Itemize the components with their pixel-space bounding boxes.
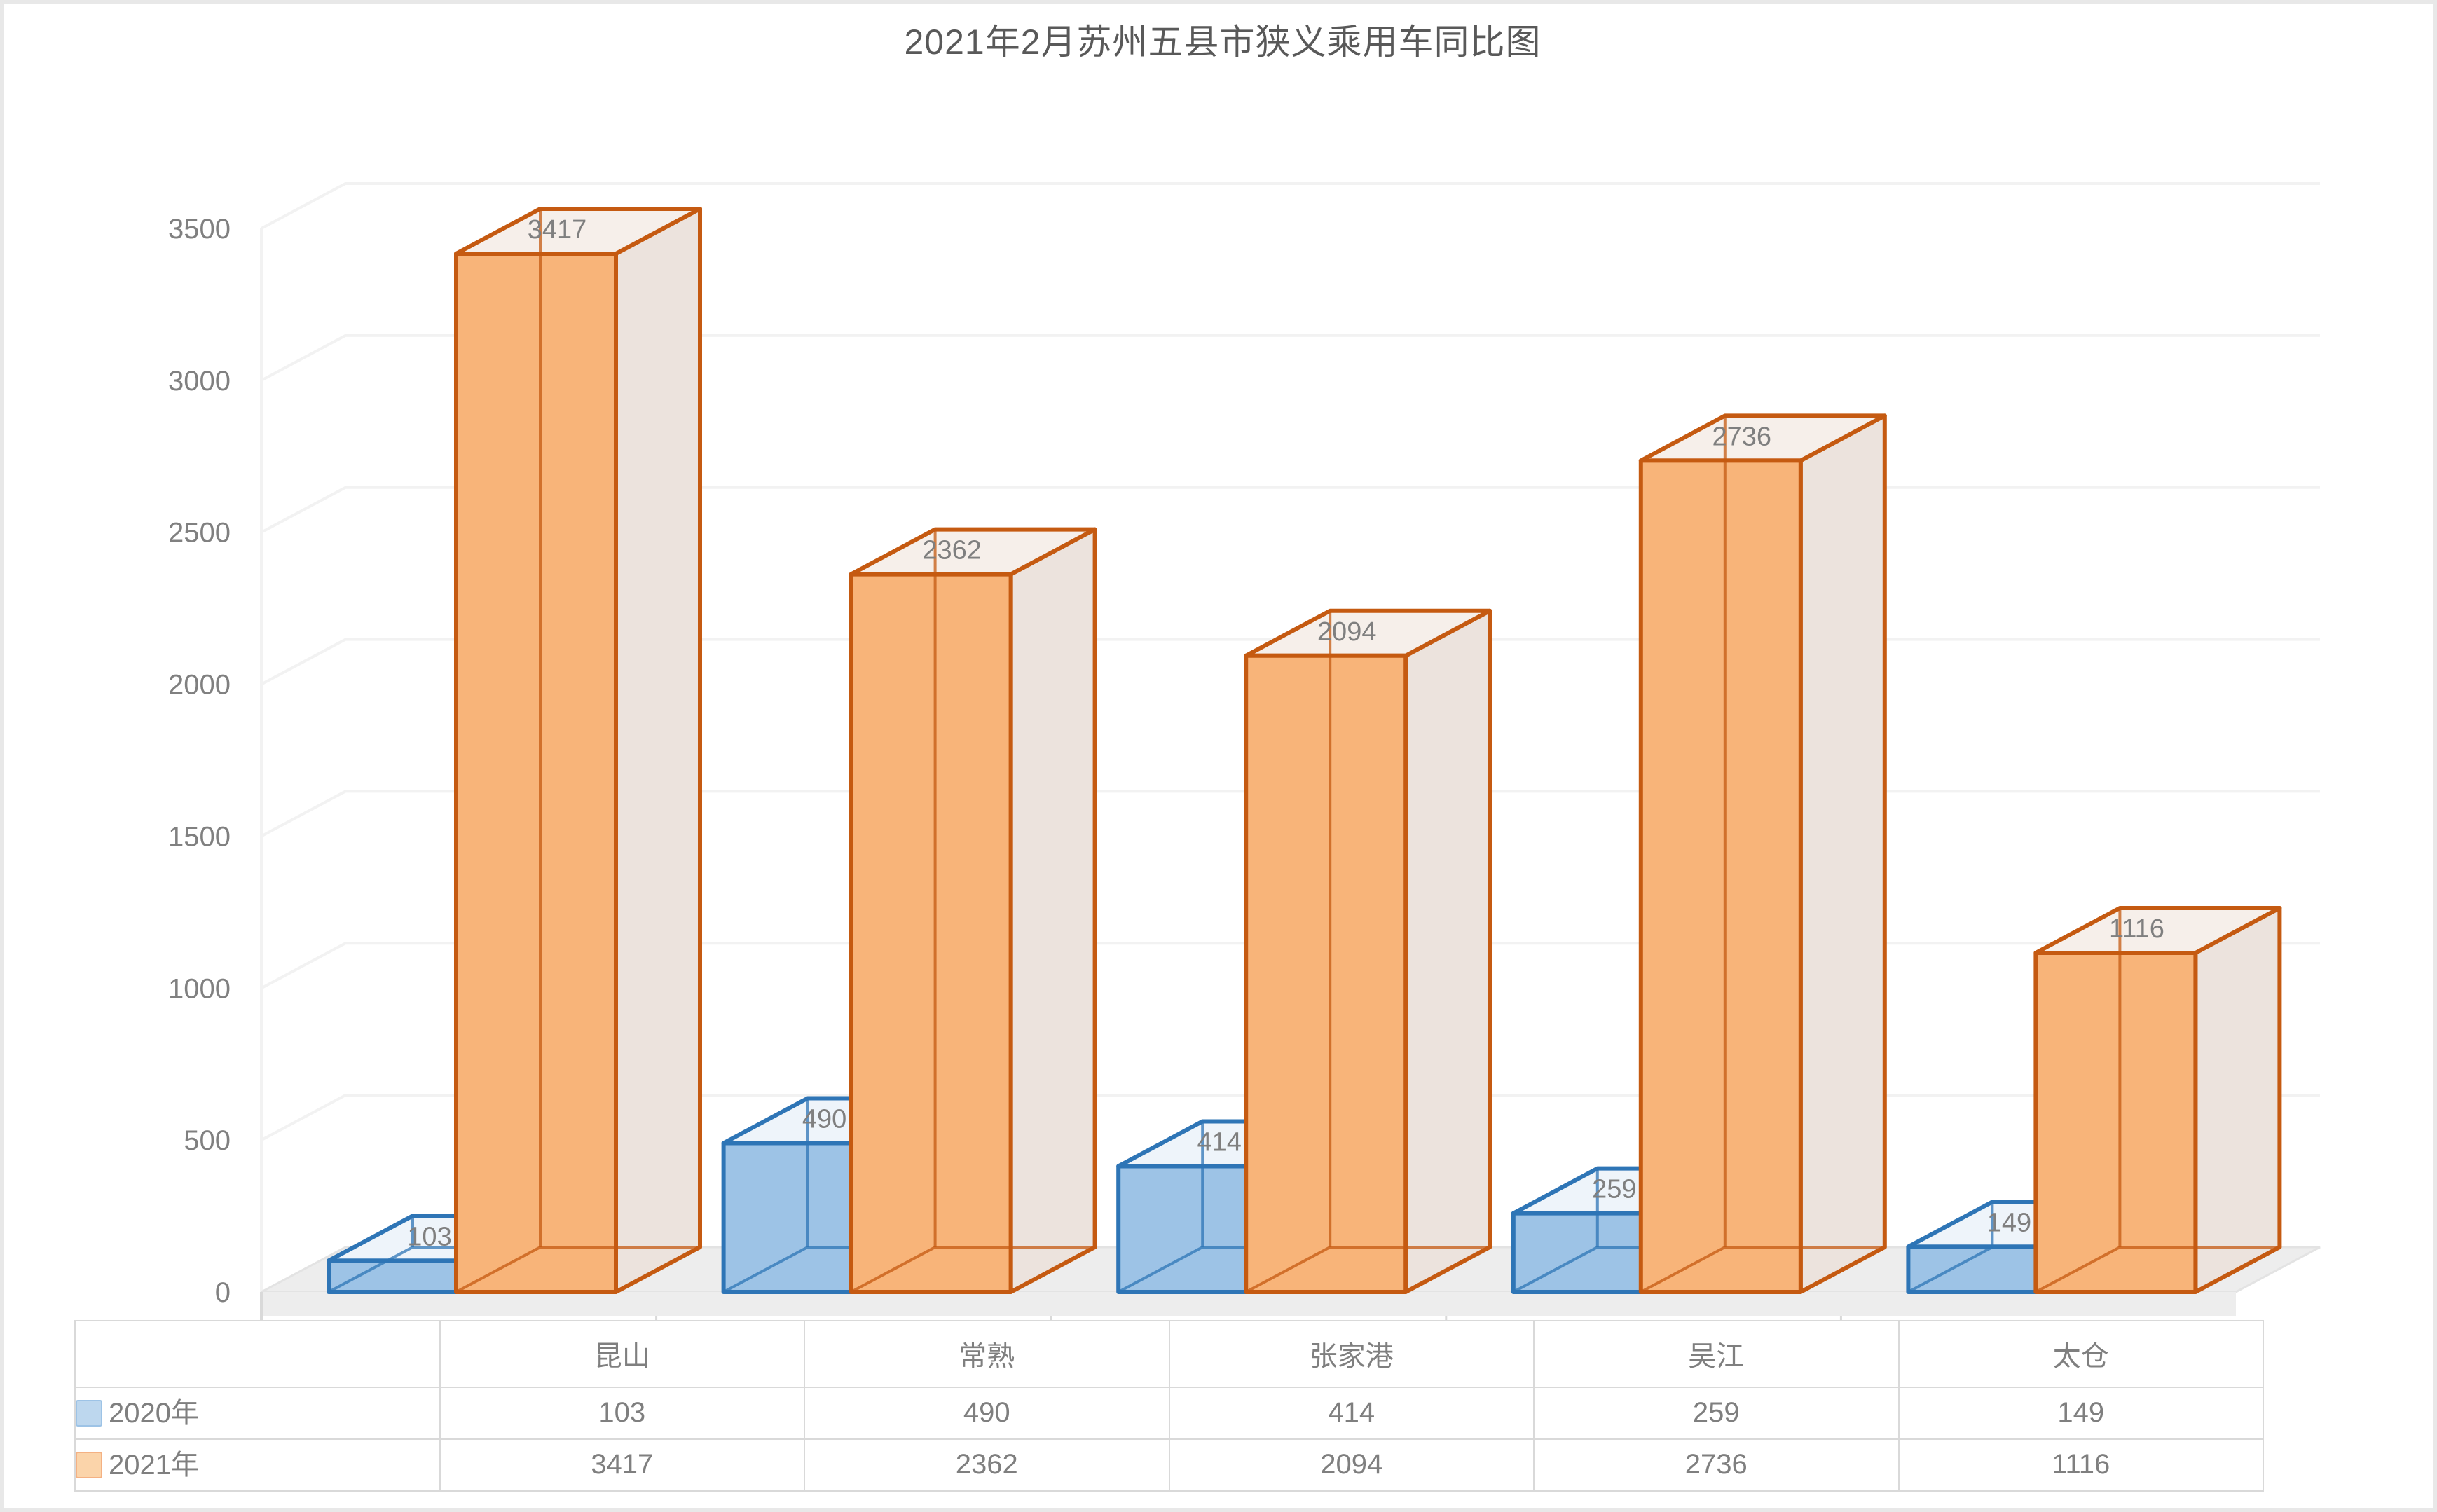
- table-cell: 490: [804, 1386, 1170, 1440]
- data-label: 259: [1592, 1175, 1636, 1204]
- data-table: 昆山 常熟 张家港 吴江 太仓 2020年 103 490 414: [74, 1320, 2264, 1492]
- svg-text:3000: 3000: [168, 366, 231, 397]
- data-label: 2736: [1712, 422, 1772, 451]
- table-header-cell: 太仓: [1897, 1320, 2264, 1388]
- svg-text:3500: 3500: [168, 214, 231, 245]
- table-cell: 103: [439, 1386, 805, 1440]
- table-cell: 2736: [1533, 1438, 1900, 1492]
- legend-label: 2020年: [109, 1397, 199, 1429]
- data-label: 3417: [528, 215, 587, 245]
- data-label: 2362: [922, 536, 982, 565]
- table-cell: 259: [1533, 1386, 1900, 1440]
- bar-chart-plot: 0 500 1000 1500 2000 2500 3000 3500 103 3417 490 2…: [168, 182, 2321, 1321]
- table-cell: 3417: [439, 1438, 805, 1492]
- page-title: 2021年2月苏州五县市狭义乘用车同比图: [904, 22, 1542, 62]
- table-cell: 2362: [804, 1438, 1170, 1492]
- legend-label: 2021年: [109, 1449, 199, 1480]
- data-labels-group: 103 3417 490 2362 414 2094 259 2736 149 1116: [407, 215, 2164, 1251]
- table-cell: 1116: [1897, 1438, 2264, 1492]
- data-label: 490: [802, 1104, 846, 1134]
- svg-text:1500: 1500: [168, 821, 231, 852]
- table-cell: 414: [1168, 1386, 1535, 1440]
- table-header-cell: 常熟: [804, 1320, 1170, 1388]
- table-corner-cell: [74, 1320, 441, 1388]
- bars-group: [327, 206, 2282, 1294]
- table-cell: 2094: [1168, 1438, 1535, 1492]
- table-header-cell: 昆山: [439, 1320, 805, 1388]
- gridlines-group: [260, 182, 2320, 1292]
- table-row: 2021年 3417 2362 2094 2736 1116: [74, 1438, 2264, 1492]
- svg-text:0: 0: [215, 1277, 231, 1308]
- data-label: 103: [407, 1222, 451, 1251]
- table-row-header: 昆山 常熟 张家港 吴江 太仓: [74, 1320, 2264, 1388]
- bar-3d: [1638, 413, 1887, 1294]
- data-label: 414: [1197, 1127, 1241, 1157]
- table-header-cell: 张家港: [1168, 1320, 1535, 1388]
- data-table-wrap: 昆山 常熟 张家港 吴江 太仓 2020年 103 490 414: [74, 1320, 2264, 1492]
- legend-swatch-orange-icon: [76, 1451, 102, 1478]
- y-axis-tick-labels: 0 500 1000 1500 2000 2500 3000 3500: [168, 214, 231, 1308]
- table-row: 2020年 103 490 414 259 149: [74, 1386, 2264, 1440]
- svg-text:2000: 2000: [168, 670, 231, 701]
- data-label: 1116: [2109, 914, 2164, 944]
- table-cell: 149: [1897, 1386, 2264, 1440]
- svg-text:500: 500: [184, 1125, 231, 1156]
- legend-item-2020[interactable]: 2020年: [74, 1386, 441, 1440]
- svg-text:2500: 2500: [168, 518, 231, 549]
- table-header-cell: 吴江: [1533, 1320, 1900, 1388]
- legend-item-2021[interactable]: 2021年: [74, 1438, 441, 1492]
- svg-text:1000: 1000: [168, 973, 231, 1004]
- bar-3d: [2033, 905, 2282, 1294]
- data-label: 2094: [1317, 617, 1377, 647]
- bar-3d: [849, 527, 1097, 1294]
- bar-3d: [454, 206, 702, 1294]
- data-label: 149: [1987, 1208, 2031, 1237]
- legend-swatch-blue-icon: [76, 1399, 102, 1427]
- bar-3d: [1244, 608, 1492, 1294]
